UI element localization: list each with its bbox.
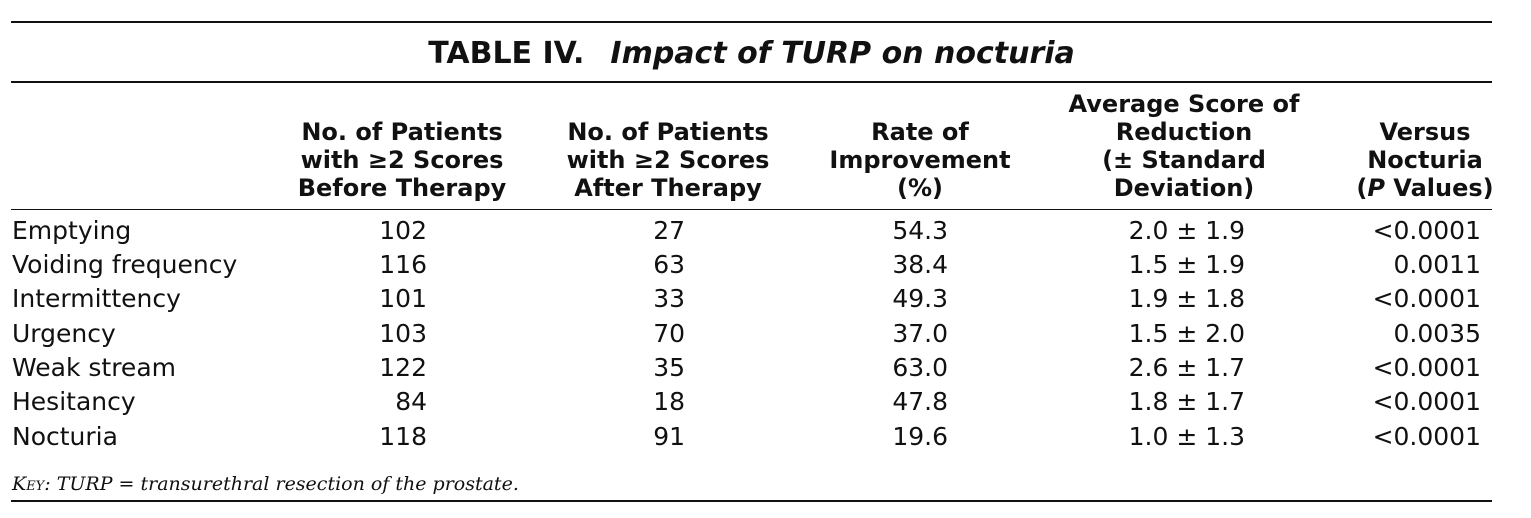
table-caption: Impact of TURP on nocturia xyxy=(610,36,1075,71)
column-header-before: No. of Patients with ≥2 Scores Before Th… xyxy=(297,118,507,202)
cell-rate: 38.4 xyxy=(892,250,948,279)
cell-p-value: <0.0001 xyxy=(1372,216,1481,245)
cell-rate: 47.8 xyxy=(892,387,948,416)
cell-p-value: <0.0001 xyxy=(1372,422,1481,451)
cell-reduction: 2.0 ± 1.9 xyxy=(1128,216,1245,245)
cell-rate: 19.6 xyxy=(892,422,948,451)
column-header-p-suffix: Values) xyxy=(1384,174,1494,202)
cell-before: 116 xyxy=(379,250,427,279)
column-header-rate: Rate of Improvement (%) xyxy=(829,118,1011,202)
cell-before: 101 xyxy=(379,284,427,313)
column-header-after: No. of Patients with ≥2 Scores After The… xyxy=(566,118,770,202)
cell-p-value: 0.0035 xyxy=(1393,319,1481,348)
cell-after: 33 xyxy=(653,284,685,313)
table-number: TABLE IV. xyxy=(428,36,585,71)
row-label: Voiding frequency xyxy=(12,250,238,279)
table-bottom-rule xyxy=(11,500,1492,502)
column-header-reduction: Average Score of Reduction (± Standard D… xyxy=(1068,90,1300,202)
table-top-rule xyxy=(11,21,1492,23)
footnote-key: Key: xyxy=(12,473,51,495)
cell-reduction: 1.8 ± 1.7 xyxy=(1128,387,1245,416)
cell-after: 27 xyxy=(653,216,685,245)
table-row: Weak stream 122 35 63.0 2.6 ± 1.7 <0.000… xyxy=(0,351,1531,385)
cell-before: 103 xyxy=(379,319,427,348)
cell-before: 84 xyxy=(395,387,427,416)
cell-p-value: <0.0001 xyxy=(1372,284,1481,313)
table-footnote: Key: TURP = transurethral resection of t… xyxy=(12,472,519,496)
column-header-p-italic: P xyxy=(1367,174,1385,202)
table-row: Intermittency 101 33 49.3 1.9 ± 1.8 <0.0… xyxy=(0,282,1531,316)
row-label: Intermittency xyxy=(12,284,181,313)
cell-reduction: 1.5 ± 2.0 xyxy=(1128,319,1245,348)
cell-p-value: <0.0001 xyxy=(1372,387,1481,416)
cell-rate: 54.3 xyxy=(892,216,948,245)
cell-reduction: 1.5 ± 1.9 xyxy=(1128,250,1245,279)
title-rule xyxy=(11,81,1492,83)
table-row: Nocturia 118 91 19.6 1.0 ± 1.3 <0.0001 xyxy=(0,420,1531,454)
table-row: Voiding frequency 116 63 38.4 1.5 ± 1.9 … xyxy=(0,248,1531,282)
cell-after: 63 xyxy=(653,250,685,279)
cell-before: 122 xyxy=(379,353,427,382)
cell-rate: 37.0 xyxy=(892,319,948,348)
table-row: Emptying 102 27 54.3 2.0 ± 1.9 <0.0001 xyxy=(0,214,1531,248)
row-label: Weak stream xyxy=(12,353,176,382)
row-label: Urgency xyxy=(12,319,116,348)
cell-after: 18 xyxy=(653,387,685,416)
column-header-p-prefix: Versus Nocturia ( xyxy=(1356,118,1483,202)
table-title: TABLE IV. Impact of TURP on nocturia xyxy=(0,34,1503,74)
cell-reduction: 1.0 ± 1.3 xyxy=(1128,422,1245,451)
cell-rate: 63.0 xyxy=(892,353,948,382)
column-header-p-values: Versus Nocturia (P Values) xyxy=(1345,118,1505,202)
cell-p-value: <0.0001 xyxy=(1372,353,1481,382)
row-label: Hesitancy xyxy=(12,387,136,416)
cell-before: 102 xyxy=(379,216,427,245)
cell-rate: 49.3 xyxy=(892,284,948,313)
table-row: Urgency 103 70 37.0 1.5 ± 2.0 0.0035 xyxy=(0,317,1531,351)
cell-p-value: 0.0011 xyxy=(1393,250,1481,279)
cell-after: 91 xyxy=(653,422,685,451)
cell-reduction: 2.6 ± 1.7 xyxy=(1128,353,1245,382)
row-label: Emptying xyxy=(12,216,132,245)
table-row: Hesitancy 84 18 47.8 1.8 ± 1.7 <0.0001 xyxy=(0,385,1531,419)
cell-after: 35 xyxy=(653,353,685,382)
footnote-text: TURP = transurethral resection of the pr… xyxy=(50,473,519,495)
cell-reduction: 1.9 ± 1.8 xyxy=(1128,284,1245,313)
header-rule xyxy=(11,209,1492,210)
cell-before: 118 xyxy=(379,422,427,451)
cell-after: 70 xyxy=(653,319,685,348)
row-label: Nocturia xyxy=(12,422,118,451)
